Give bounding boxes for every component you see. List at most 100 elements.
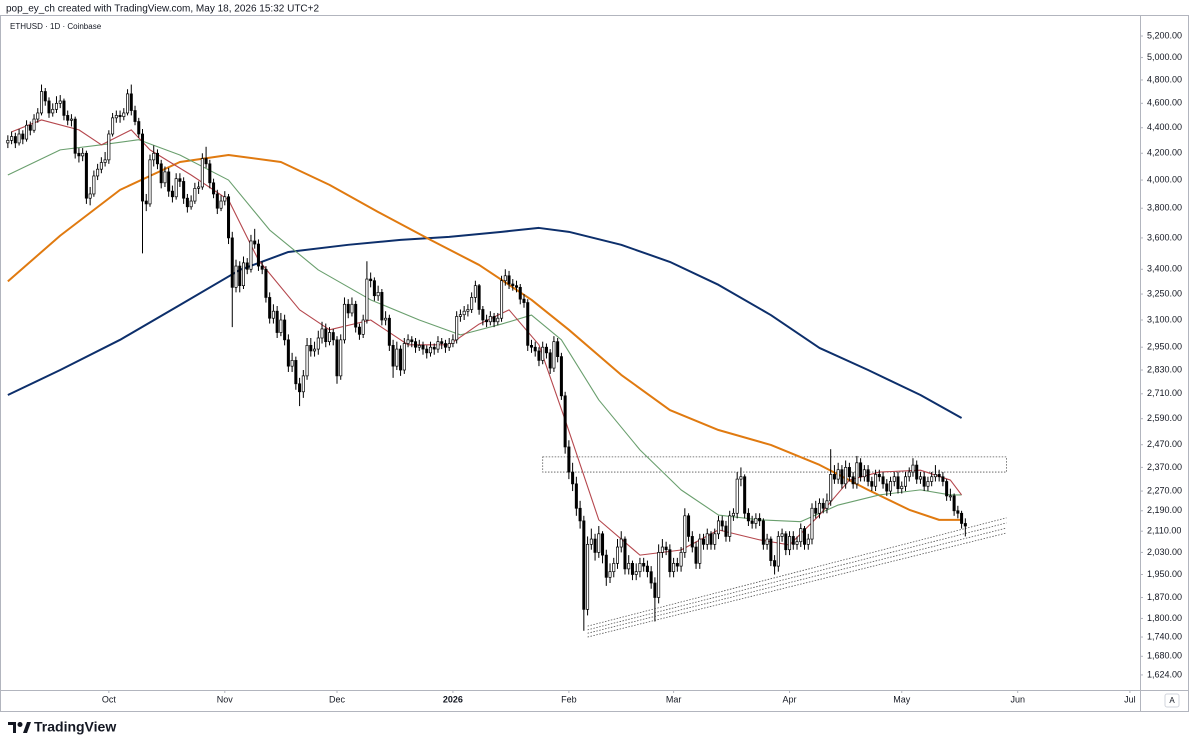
y-tick-label: 2,470.00 [1147,439,1182,449]
x-tick-label: May [893,694,911,704]
candle-body [518,286,522,300]
candle-body [421,345,425,350]
candle-body [122,112,126,117]
candle-body [612,562,616,573]
candle-body [952,495,956,512]
candle-body [859,462,863,478]
x-tick-label: 2026 [443,694,463,704]
candle-body [28,124,32,131]
candle-body [582,520,586,610]
candle-body [25,124,29,140]
candle-body [870,481,874,487]
candle-body [118,115,122,117]
brand-logo [8,722,31,733]
candle-body [167,171,171,192]
candle-body [627,562,631,570]
candle-body [174,178,178,198]
y-tick-label: 3,800.00 [1147,203,1182,213]
y-tick-label: 5,000.00 [1147,52,1182,62]
candle-body [447,343,451,348]
candle-body [765,538,769,545]
candle-body [152,152,156,161]
candle-body [241,262,245,287]
candle-body [77,152,81,157]
candle-body [279,319,283,333]
candle-body [275,310,279,333]
candle-body [615,546,620,564]
candle-body [264,268,268,298]
candle-body [664,546,668,551]
candle-body [481,309,485,321]
candle-body [346,303,350,314]
plot-area [6,84,1007,638]
candle-body [578,507,582,522]
candle-body [387,317,391,346]
candle-body [657,552,661,598]
y-tick-label: 2,270.00 [1147,485,1182,495]
candle-body [567,446,571,473]
candle-body [58,100,62,104]
candle-body [485,319,489,323]
candle-body [814,507,818,514]
candle-body [750,520,754,524]
moving-average [7,226,963,419]
candle-body [911,464,915,473]
candle-body [675,562,679,567]
candle-body [185,197,189,208]
candle-body [623,538,627,570]
candle-body [709,533,713,545]
candle-body [365,278,369,321]
candle-body [698,538,702,564]
candle-body [223,196,227,202]
auto-scale-button[interactable] [1164,693,1180,708]
candle-body [395,348,399,367]
candle-body [200,158,204,188]
candle-body [458,314,462,317]
candle-body [455,316,459,341]
candle-body [253,240,257,245]
y-tick-label: 2,590.00 [1147,413,1182,423]
candle-body [877,474,881,478]
moving-average [7,139,962,523]
candle-body [810,507,814,540]
candle-body [66,115,70,121]
candle-body [832,474,836,480]
candle-body [761,520,765,545]
brand-name: TradingView [34,719,116,735]
candle-body [638,562,642,573]
candle-body [428,346,433,354]
y-tick-label: 2,370.00 [1147,462,1182,472]
candle-body [926,481,930,487]
candle-body [559,356,563,397]
y-tick-label: 3,400.00 [1147,264,1182,274]
candle-body [806,538,810,545]
candle-body [784,533,788,551]
candle-body [144,200,148,205]
y-tick-label: 5,200.00 [1147,30,1182,40]
candle-body [335,339,339,377]
resistance-zone [542,456,1007,473]
x-tick-label: Mar [666,694,682,704]
candle-body [406,339,410,344]
candle-body [286,339,290,367]
candle-body [900,485,904,490]
candle-body [896,476,900,490]
candle-body [372,280,376,297]
candle-body [470,297,474,310]
candle-body [840,469,844,485]
candle-body [903,476,908,487]
candle-body [713,533,717,545]
auto-scale-label[interactable]: A [1169,696,1175,705]
candle-body [507,275,511,285]
candle-body [208,163,212,184]
y-tick-label: 2,110.00 [1147,526,1181,536]
candle-body [788,536,792,551]
candle-body [537,350,541,361]
candle-body [155,152,159,165]
candle-body [305,345,309,377]
candle-body [851,476,855,485]
candle-body [219,200,223,209]
candle-body [399,348,403,371]
candle-body [324,328,328,343]
candle-body [672,562,676,573]
